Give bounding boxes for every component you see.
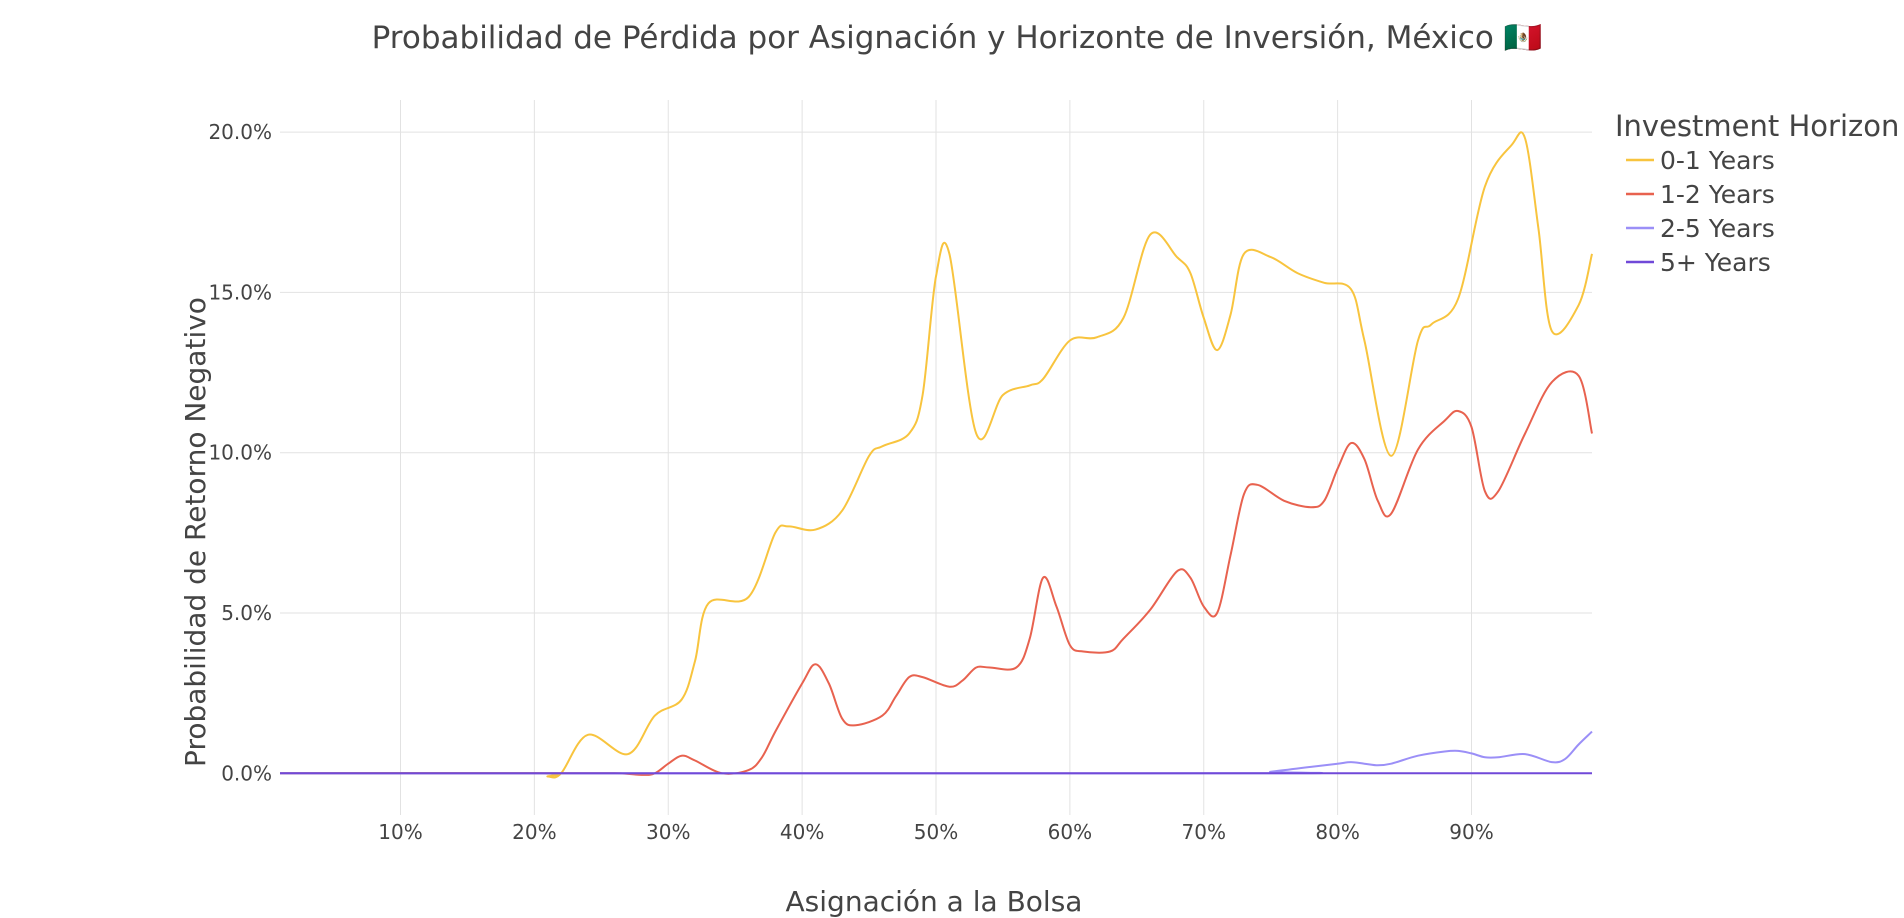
legend-item-1-2-years[interactable]: 1-2 Years: [1626, 180, 1775, 209]
series-line-0-1-years: [279, 131, 1593, 779]
x-tick-label: 40%: [780, 820, 824, 844]
chart-title: Probabilidad de Pérdida por Asignación y…: [372, 20, 1543, 56]
legend-item-2-5-years[interactable]: 2-5 Years: [1626, 214, 1775, 243]
y-tick-label: 0.0%: [221, 761, 272, 785]
y-tick-label: 15.0%: [208, 280, 272, 304]
x-tick-label: 90%: [1449, 820, 1493, 844]
legend[interactable]: Investment Horizon 0-1 Years 1-2 Years 2-5…: [1615, 109, 1899, 277]
x-tick-label: 60%: [1048, 820, 1092, 844]
legend-title: Investment Horizon: [1615, 109, 1899, 143]
x-tick-label: 20%: [512, 820, 556, 844]
y-tick-label: 10.0%: [208, 441, 272, 465]
legend-label: 1-2 Years: [1660, 180, 1775, 209]
y-tick-label: 5.0%: [221, 601, 272, 625]
series-line-1-2-years: [280, 370, 1593, 776]
plot-area: [279, 131, 1593, 779]
x-tick-label: 80%: [1315, 820, 1359, 844]
legend-label: 2-5 Years: [1660, 214, 1775, 243]
legend-item-5-years[interactable]: 5+ Years: [1626, 248, 1771, 277]
y-tick-label: 20.0%: [208, 120, 272, 144]
x-tick-label: 30%: [646, 820, 690, 844]
x-axis-title: Asignación a la Bolsa: [786, 885, 1083, 918]
legend-item-0-1-years[interactable]: 0-1 Years: [1626, 146, 1775, 175]
legend-label: 0-1 Years: [1660, 146, 1775, 175]
x-tick-label: 70%: [1182, 820, 1226, 844]
y-axis-ticks: 0.0% 5.0% 10.0% 15.0% 20.0%: [208, 120, 272, 785]
legend-label: 5+ Years: [1660, 248, 1771, 277]
grid: [280, 100, 1592, 815]
x-axis-ticks: 10% 20% 30% 40% 50% 60% 70% 80% 90%: [378, 820, 1493, 844]
x-tick-label: 10%: [378, 820, 422, 844]
x-tick-label: 50%: [914, 820, 958, 844]
y-axis-title: Probabilidad de Retorno Negativo: [179, 297, 212, 767]
